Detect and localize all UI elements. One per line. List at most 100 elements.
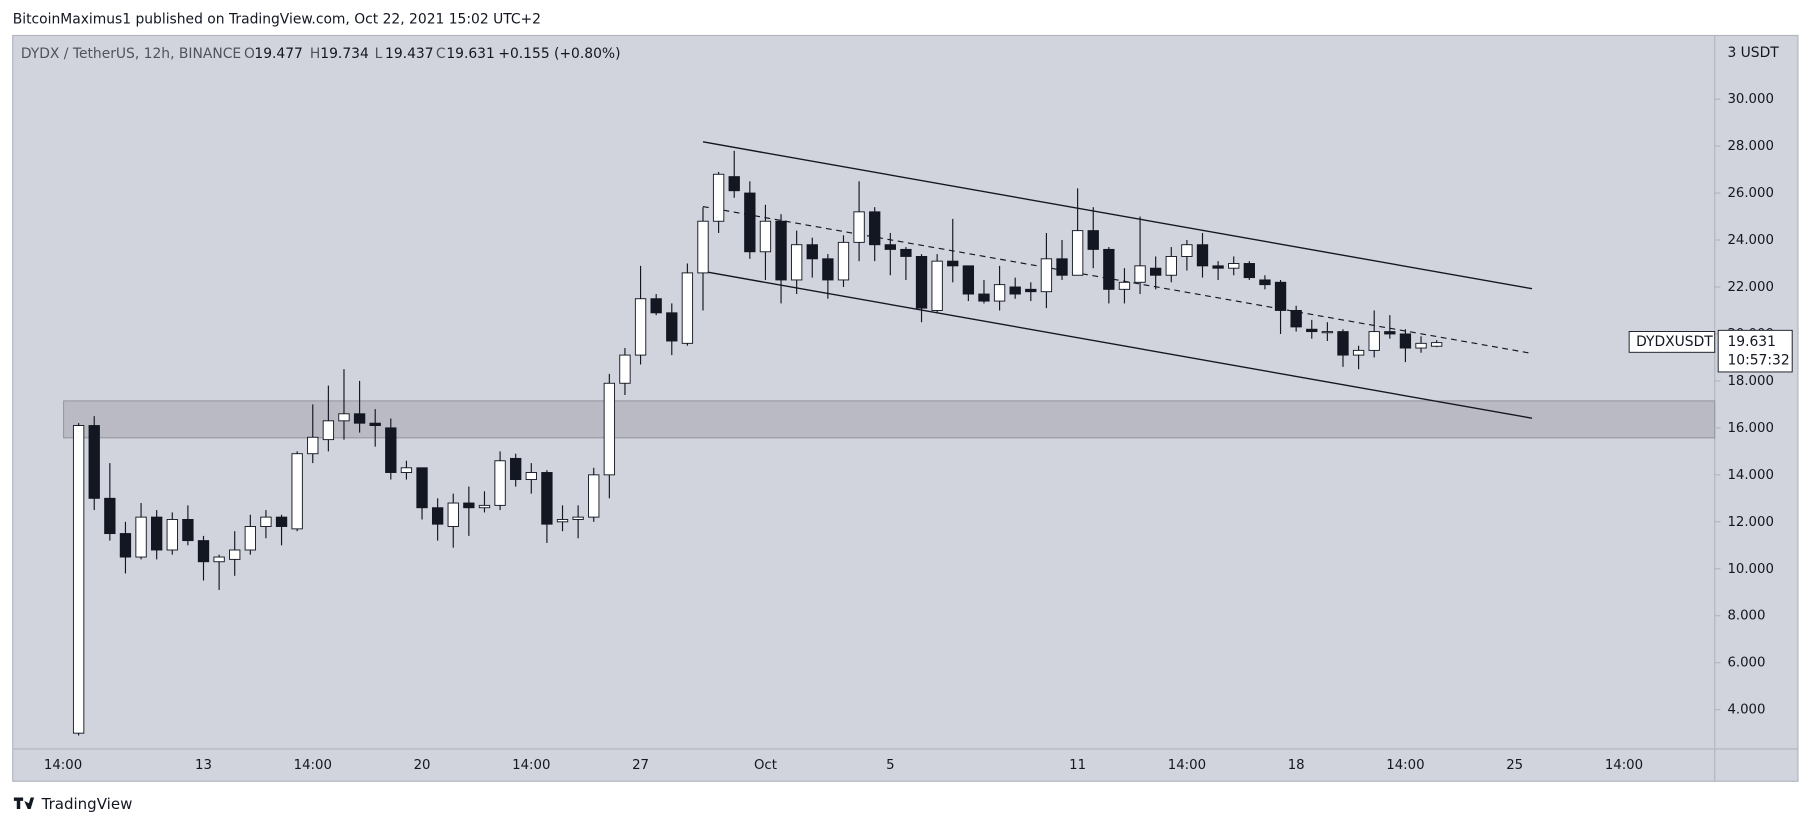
- candle-body: [728, 176, 740, 192]
- candle-body: [572, 516, 584, 520]
- x-tick-label: 14:00: [1605, 758, 1643, 773]
- candle-body: [666, 312, 678, 342]
- axis-currency: 3 USDT: [1727, 45, 1779, 61]
- candle-body: [369, 422, 381, 426]
- channel-upper: [702, 141, 1533, 290]
- y-tick-label: 28.000: [1727, 139, 1773, 154]
- candle-body: [1181, 244, 1193, 257]
- candle-body: [1321, 331, 1334, 334]
- x-tick-label: 14:00: [1386, 758, 1424, 773]
- change: +0.155 (+0.80%): [498, 46, 620, 62]
- countdown: 10:57:32: [1727, 352, 1789, 368]
- legend: DYDX / TetherUS, 12h, BINANCE O 19.477 H…: [21, 46, 621, 62]
- tradingview-logo: TradingView: [13, 795, 132, 813]
- y-tick-label: 26.000: [1727, 186, 1773, 201]
- candle-body: [822, 258, 834, 281]
- x-tick-label: 20: [414, 758, 431, 773]
- candle-body: [900, 248, 912, 257]
- candle-body: [1274, 281, 1287, 311]
- candle-body: [931, 260, 943, 311]
- candle-body: [978, 293, 990, 302]
- x-tick-label: 13: [195, 758, 212, 773]
- candle-body: [1040, 258, 1053, 293]
- candle-body: [431, 507, 444, 525]
- y-tick-label: 14.000: [1727, 468, 1773, 483]
- logo-mark: [13, 797, 35, 810]
- candle-body: [853, 211, 865, 243]
- x-tick-label: 14:00: [294, 758, 332, 773]
- candle-body: [1228, 263, 1240, 269]
- candle-body: [88, 425, 100, 499]
- candle-body: [915, 255, 928, 309]
- candle-body: [463, 502, 475, 509]
- symbol-info: DYDX / TetherUS, 12h, BINANCE: [21, 46, 241, 62]
- plot: 4.000 6.000 8.000 10.000 12.000 14.000 16.000 1…: [44, 92, 1774, 773]
- candle-body: [556, 519, 569, 523]
- x-tick-label: 11: [1069, 758, 1086, 773]
- candle-body: [1103, 248, 1115, 290]
- candle-body: [275, 516, 288, 527]
- candle-body: [1290, 310, 1302, 328]
- candle-body: [1212, 265, 1224, 269]
- candle-body: [1025, 288, 1037, 293]
- candle-body: [1009, 286, 1021, 295]
- ohlc-value: 19.734: [320, 46, 369, 62]
- candle-body: [291, 453, 303, 530]
- y-tick-label: 4.000: [1727, 703, 1765, 718]
- y-tick-label: 22.000: [1727, 280, 1773, 295]
- ohlc-value: 19.631: [446, 46, 495, 62]
- price-tag: [1717, 329, 1793, 373]
- candle-body: [104, 497, 116, 535]
- y-tick-label: 8.000: [1727, 609, 1765, 624]
- y-tick-label: 10.000: [1727, 562, 1773, 577]
- candle-body: [307, 436, 319, 455]
- candle-body: [790, 244, 803, 281]
- symbol-tag-label: DYDXUSDT: [1636, 334, 1713, 350]
- candle-body: [712, 173, 725, 222]
- ohlc-label: H: [310, 46, 320, 62]
- candle-body: [1337, 331, 1349, 356]
- x-tick-label: 14:00: [44, 758, 82, 773]
- candle-body: [993, 284, 1006, 302]
- candle-body: [806, 244, 818, 260]
- candle-body: [72, 425, 85, 734]
- candle-body: [884, 244, 896, 250]
- candle-body: [135, 516, 147, 558]
- candle-body: [1399, 333, 1412, 349]
- candle-body: [744, 192, 756, 253]
- candle-body: [213, 556, 225, 563]
- ohlc-label: C: [436, 46, 446, 62]
- candle-body: [1243, 263, 1255, 279]
- candle-body: [1087, 230, 1099, 250]
- candle-body: [416, 467, 428, 509]
- candle-body: [494, 460, 506, 506]
- candle-body: [1165, 255, 1177, 276]
- candle-body: [447, 502, 459, 527]
- x-tick-label: 18: [1288, 758, 1305, 773]
- candle-body: [260, 516, 272, 527]
- channel-mid: [702, 206, 1533, 355]
- candle-body: [400, 467, 413, 473]
- x-tick-label: 5: [886, 758, 894, 773]
- candle-body: [619, 354, 631, 384]
- candle-body: [197, 540, 210, 563]
- candle-body: [869, 211, 881, 246]
- last-price: 19.631: [1727, 334, 1776, 350]
- candle-body: [1150, 267, 1162, 276]
- candle-body: [1352, 349, 1365, 356]
- candle-body: [650, 298, 662, 314]
- candle-body: [525, 472, 537, 481]
- x-tick-label: 14:00: [512, 758, 550, 773]
- symbol-tag: [1628, 331, 1716, 353]
- y-tick-label: 12.000: [1727, 515, 1773, 530]
- candle-body: [759, 220, 772, 253]
- candle-body: [151, 516, 163, 551]
- ohlc-value: 19.437: [385, 46, 434, 62]
- y-tick-label: 18.000: [1727, 374, 1773, 389]
- candle-body: [947, 260, 959, 267]
- candle-body: [244, 526, 256, 551]
- candle-body: [1071, 230, 1084, 276]
- y-tick-label: 30.000: [1727, 92, 1773, 107]
- candle-body: [229, 549, 241, 560]
